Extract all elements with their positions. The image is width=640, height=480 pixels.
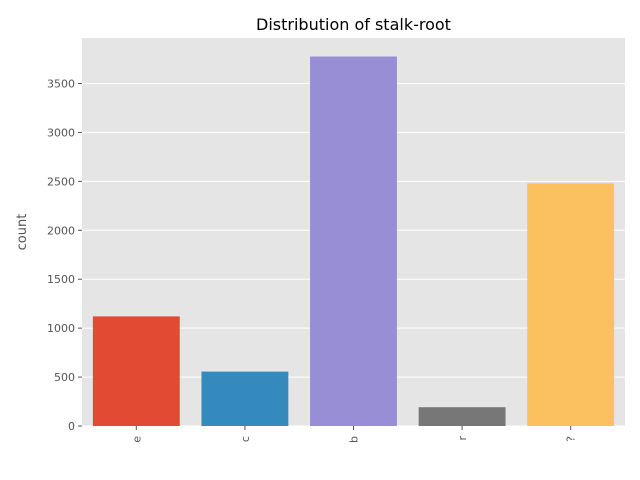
x-tick-label: c: [239, 436, 252, 442]
y-tick-label: 1000: [47, 322, 75, 335]
x-tick-label: r: [456, 436, 469, 441]
y-tick-label: 3500: [47, 78, 75, 91]
x-tick-label: ?: [565, 436, 578, 442]
y-axis-ticks: 0 500 1000 1500 2000 2500 3000 3500: [47, 78, 82, 433]
y-tick-label: 2000: [47, 224, 75, 237]
chart-title: Distribution of stalk-root: [256, 15, 451, 34]
x-tick-label: e: [130, 436, 143, 443]
bar-unknown: [527, 183, 615, 426]
x-tick-label: b: [348, 436, 361, 443]
x-axis-ticks: e c b r?: [130, 426, 578, 443]
bar-r: [418, 407, 506, 426]
bars: [92, 56, 615, 426]
y-tick-label: 2500: [47, 175, 75, 188]
bar-b: [310, 56, 397, 426]
y-tick-label: 1500: [47, 273, 75, 286]
y-tick-label: 0: [68, 420, 75, 433]
y-tick-label: 500: [54, 371, 75, 384]
bar-c: [201, 371, 289, 426]
y-axis-label: count: [15, 214, 30, 251]
y-tick-label: 3000: [47, 126, 75, 139]
bar-e: [92, 316, 180, 426]
